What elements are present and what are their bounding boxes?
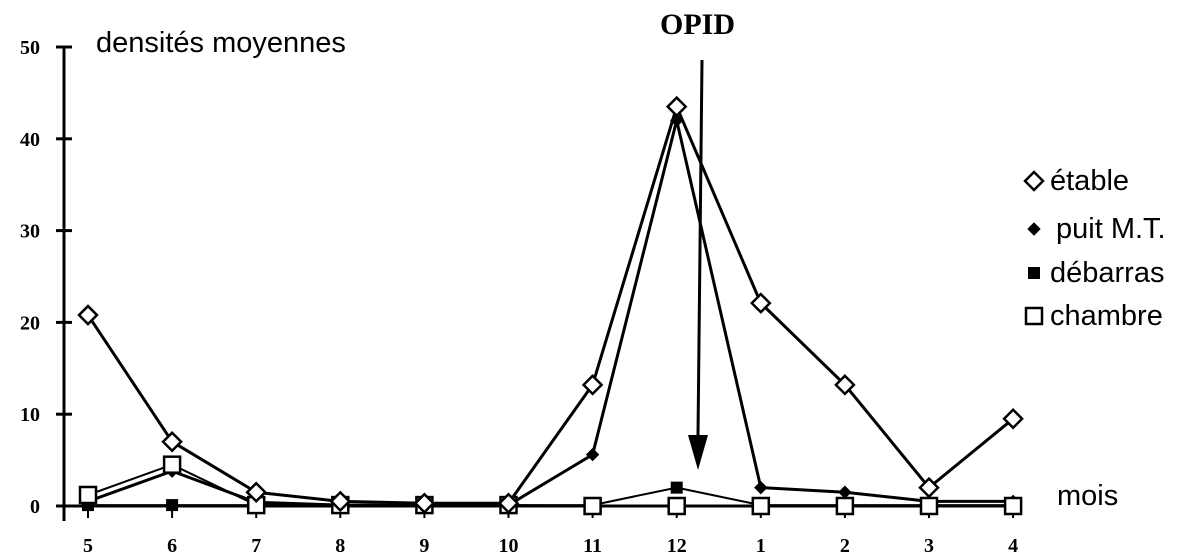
opid-annotation: OPID (660, 8, 735, 41)
y-tick-label: 40 (20, 129, 40, 151)
data-point-0-0 (77, 304, 99, 326)
x-tick-label: 3 (924, 535, 934, 557)
axes (56, 45, 1015, 521)
data-point-legend-2 (1028, 267, 1040, 279)
x-tick-label: 4 (1008, 535, 1018, 557)
legend-label: chambre (1050, 300, 1163, 332)
opid-arrow-shaft (696, 59, 704, 436)
x-tick-label: 6 (167, 535, 177, 557)
x-tick-label: 2 (840, 535, 850, 557)
data-point-0-3 (329, 490, 352, 513)
series-line (87, 118, 1014, 507)
data-point-1-7 (669, 113, 684, 128)
data-point-0-6 (581, 374, 604, 396)
x-tick-label: 1 (756, 535, 766, 557)
x-tick-label: 9 (419, 535, 429, 557)
data-point-0-2 (245, 481, 267, 503)
legend-label: puit M.T. (1056, 213, 1166, 245)
x-tick-label: 7 (251, 535, 261, 557)
data-point-0-1 (161, 430, 183, 453)
data-point-3-1 (162, 455, 182, 474)
data-point-3-8 (751, 496, 771, 516)
data-point-0-4 (413, 492, 436, 515)
data-point-3-7 (667, 496, 686, 516)
data-point-legend-3 (1024, 306, 1044, 326)
series-line (86, 105, 1015, 505)
x-tick-label: 11 (583, 535, 602, 557)
data-point-0-5 (497, 492, 520, 515)
legend: étable puit M.T. débarras chambre (1023, 165, 1166, 332)
data-point-3-0 (78, 485, 98, 505)
data-point-legend-1 (1027, 222, 1041, 236)
data-point-0-10 (918, 476, 940, 499)
data-point-2-1 (166, 499, 179, 512)
y-tick-label: 10 (20, 404, 40, 426)
data-point-0-11 (1002, 408, 1024, 430)
series-line (87, 463, 1014, 507)
series-layer (77, 95, 1024, 516)
y-tick-label: 0 (30, 496, 40, 518)
x-tick-label: 8 (335, 535, 345, 557)
data-point-3-9 (835, 496, 855, 516)
data-point-0-9 (834, 374, 856, 396)
series-3 (87, 463, 1014, 507)
y-tick-label: 20 (20, 312, 40, 334)
data-point-legend-0 (1023, 170, 1045, 192)
series-1-markers (81, 113, 1020, 512)
x-tick-label: 10 (499, 535, 519, 557)
y-axis-label: densités moyennes (96, 27, 346, 59)
data-point-0-8 (750, 292, 772, 314)
opid-arrow-head (688, 435, 708, 470)
x-axis-label: mois (1057, 480, 1118, 512)
data-point-3-10 (919, 496, 939, 516)
x-tick-label: 12 (667, 535, 687, 557)
data-point-2-7 (670, 481, 683, 494)
data-point-0-7 (665, 95, 688, 118)
data-point-3-11 (1003, 496, 1023, 516)
series-1 (87, 118, 1014, 507)
x-tick-label: 5 (83, 535, 93, 557)
y-tick-label: 50 (20, 37, 40, 59)
y-tick-label: 30 (20, 221, 40, 243)
legend-label: étable (1050, 165, 1129, 197)
legend-label: débarras (1050, 257, 1164, 289)
data-point-1-9 (838, 485, 852, 499)
series-0-markers (77, 95, 1024, 515)
data-point-3-6 (583, 496, 602, 516)
data-point-1-6 (585, 447, 600, 462)
data-point-1-8 (754, 480, 768, 495)
series-0 (86, 105, 1015, 505)
